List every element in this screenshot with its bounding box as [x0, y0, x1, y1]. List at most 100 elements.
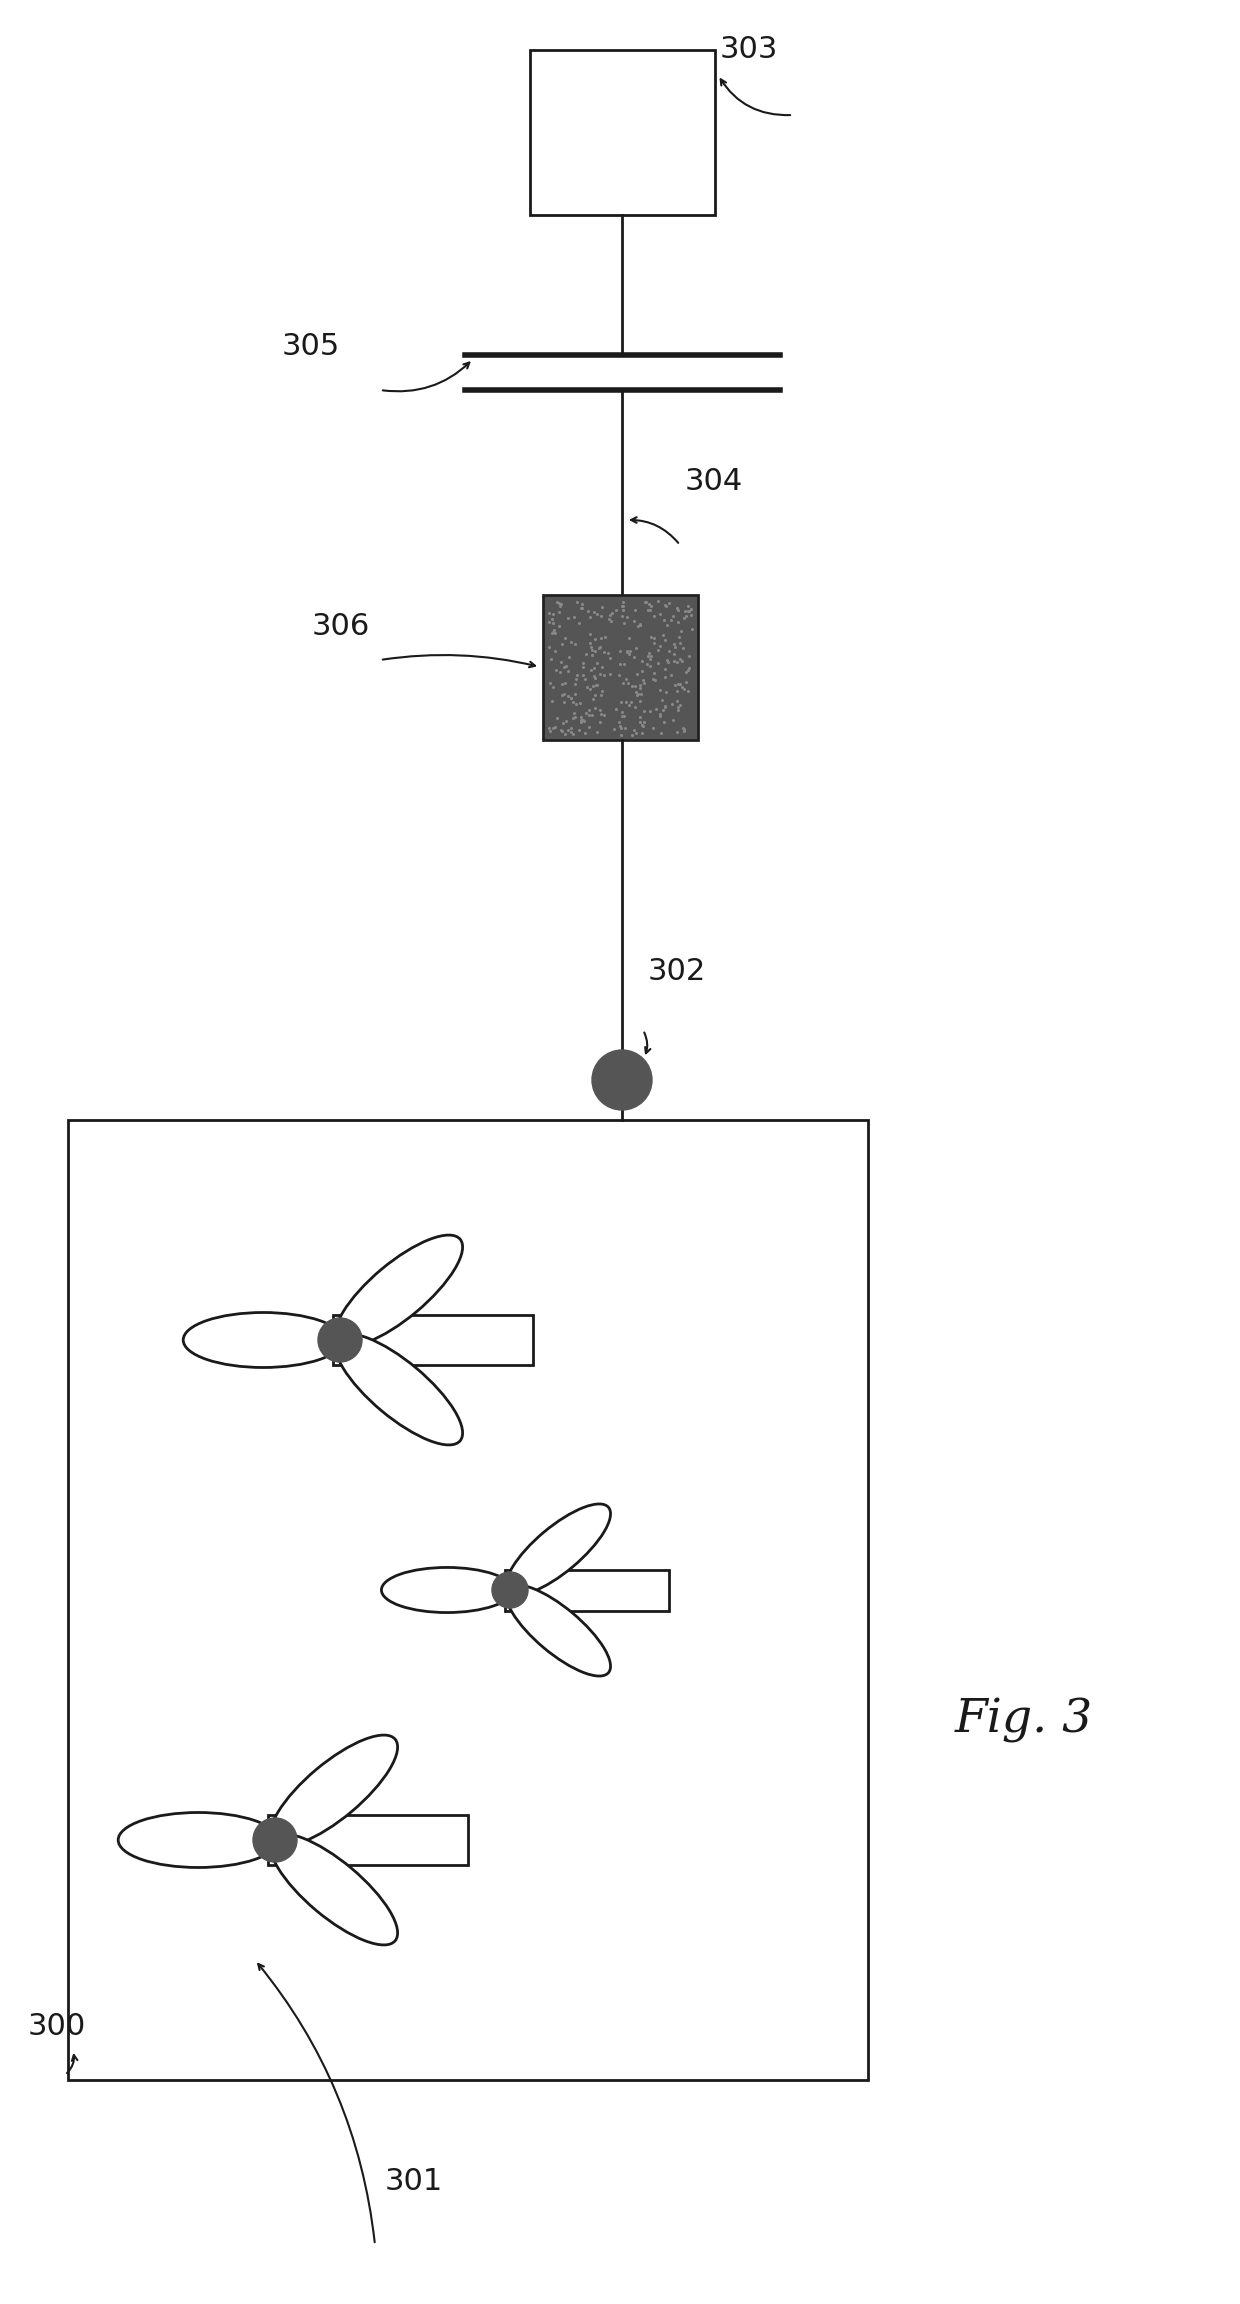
Text: 306: 306: [311, 613, 370, 641]
Point: [551, 588, 570, 624]
Point: [655, 659, 675, 696]
Point: [675, 710, 694, 746]
Point: [585, 631, 605, 668]
Point: [551, 712, 570, 749]
Point: [541, 641, 560, 677]
Point: [546, 631, 565, 668]
Point: [547, 652, 567, 689]
Point: [670, 624, 689, 661]
Point: [563, 717, 583, 753]
Point: [552, 677, 572, 714]
Point: [587, 594, 606, 631]
Point: [634, 666, 653, 703]
Point: [668, 620, 688, 657]
Point: [624, 638, 644, 675]
Point: [653, 617, 673, 654]
Point: [589, 629, 609, 666]
Point: [591, 620, 611, 657]
Point: [663, 597, 683, 634]
Point: [575, 636, 595, 673]
Point: [579, 592, 599, 629]
Point: [583, 680, 603, 717]
Point: [552, 666, 572, 703]
Point: [655, 703, 675, 740]
Point: [549, 594, 569, 631]
Point: [584, 650, 604, 687]
Bar: [268, 1816, 469, 1864]
Point: [554, 675, 574, 712]
Point: [598, 634, 618, 670]
Point: [541, 666, 560, 703]
Point: [593, 647, 613, 684]
Point: [613, 698, 632, 735]
Point: [616, 599, 636, 636]
Point: [614, 698, 634, 735]
Point: [563, 684, 583, 721]
Point: [542, 615, 562, 652]
Point: [630, 682, 650, 719]
Point: [579, 710, 599, 746]
Point: [667, 682, 687, 719]
Point: [667, 673, 687, 710]
Circle shape: [253, 1818, 298, 1862]
Point: [585, 659, 605, 696]
Ellipse shape: [118, 1813, 278, 1869]
Point: [591, 696, 611, 733]
Point: [624, 601, 644, 638]
Point: [658, 585, 678, 622]
Point: [584, 620, 604, 657]
Point: [626, 675, 646, 712]
Point: [549, 608, 569, 645]
Point: [676, 597, 696, 634]
Point: [564, 694, 584, 730]
Point: [619, 620, 639, 657]
Point: [574, 703, 594, 740]
Point: [600, 641, 620, 677]
Text: 302: 302: [649, 956, 707, 986]
Point: [639, 638, 658, 675]
Point: [670, 687, 689, 723]
Point: [591, 673, 611, 710]
Point: [551, 654, 570, 691]
Point: [639, 592, 658, 629]
Point: [666, 666, 686, 703]
Point: [621, 684, 641, 721]
Point: [682, 611, 702, 647]
Ellipse shape: [382, 1567, 512, 1613]
Point: [657, 606, 677, 643]
Point: [567, 684, 587, 721]
Point: [618, 664, 637, 700]
Point: [645, 654, 665, 691]
Point: [590, 691, 610, 728]
Text: Fig. 3: Fig. 3: [955, 1698, 1094, 1742]
Point: [656, 588, 676, 624]
Point: [556, 647, 575, 684]
Point: [562, 710, 582, 746]
Point: [650, 673, 670, 710]
Point: [667, 714, 687, 751]
Point: [572, 590, 591, 627]
Point: [591, 597, 611, 634]
Point: [644, 620, 663, 657]
Point: [558, 677, 578, 714]
Point: [625, 668, 645, 705]
Point: [634, 661, 653, 698]
Point: [585, 689, 605, 726]
Point: [539, 604, 559, 641]
Point: [618, 631, 637, 668]
Point: [678, 652, 698, 689]
Point: [620, 634, 640, 670]
Point: [627, 677, 647, 714]
Text: 300: 300: [29, 2011, 87, 2041]
Point: [650, 696, 670, 733]
Point: [610, 707, 630, 744]
Point: [551, 585, 570, 622]
Point: [616, 634, 636, 670]
Bar: [543, 594, 698, 740]
Point: [630, 703, 650, 740]
Point: [663, 700, 683, 737]
Point: [673, 710, 693, 746]
Point: [547, 700, 567, 737]
Point: [625, 592, 645, 629]
Point: [611, 717, 631, 753]
